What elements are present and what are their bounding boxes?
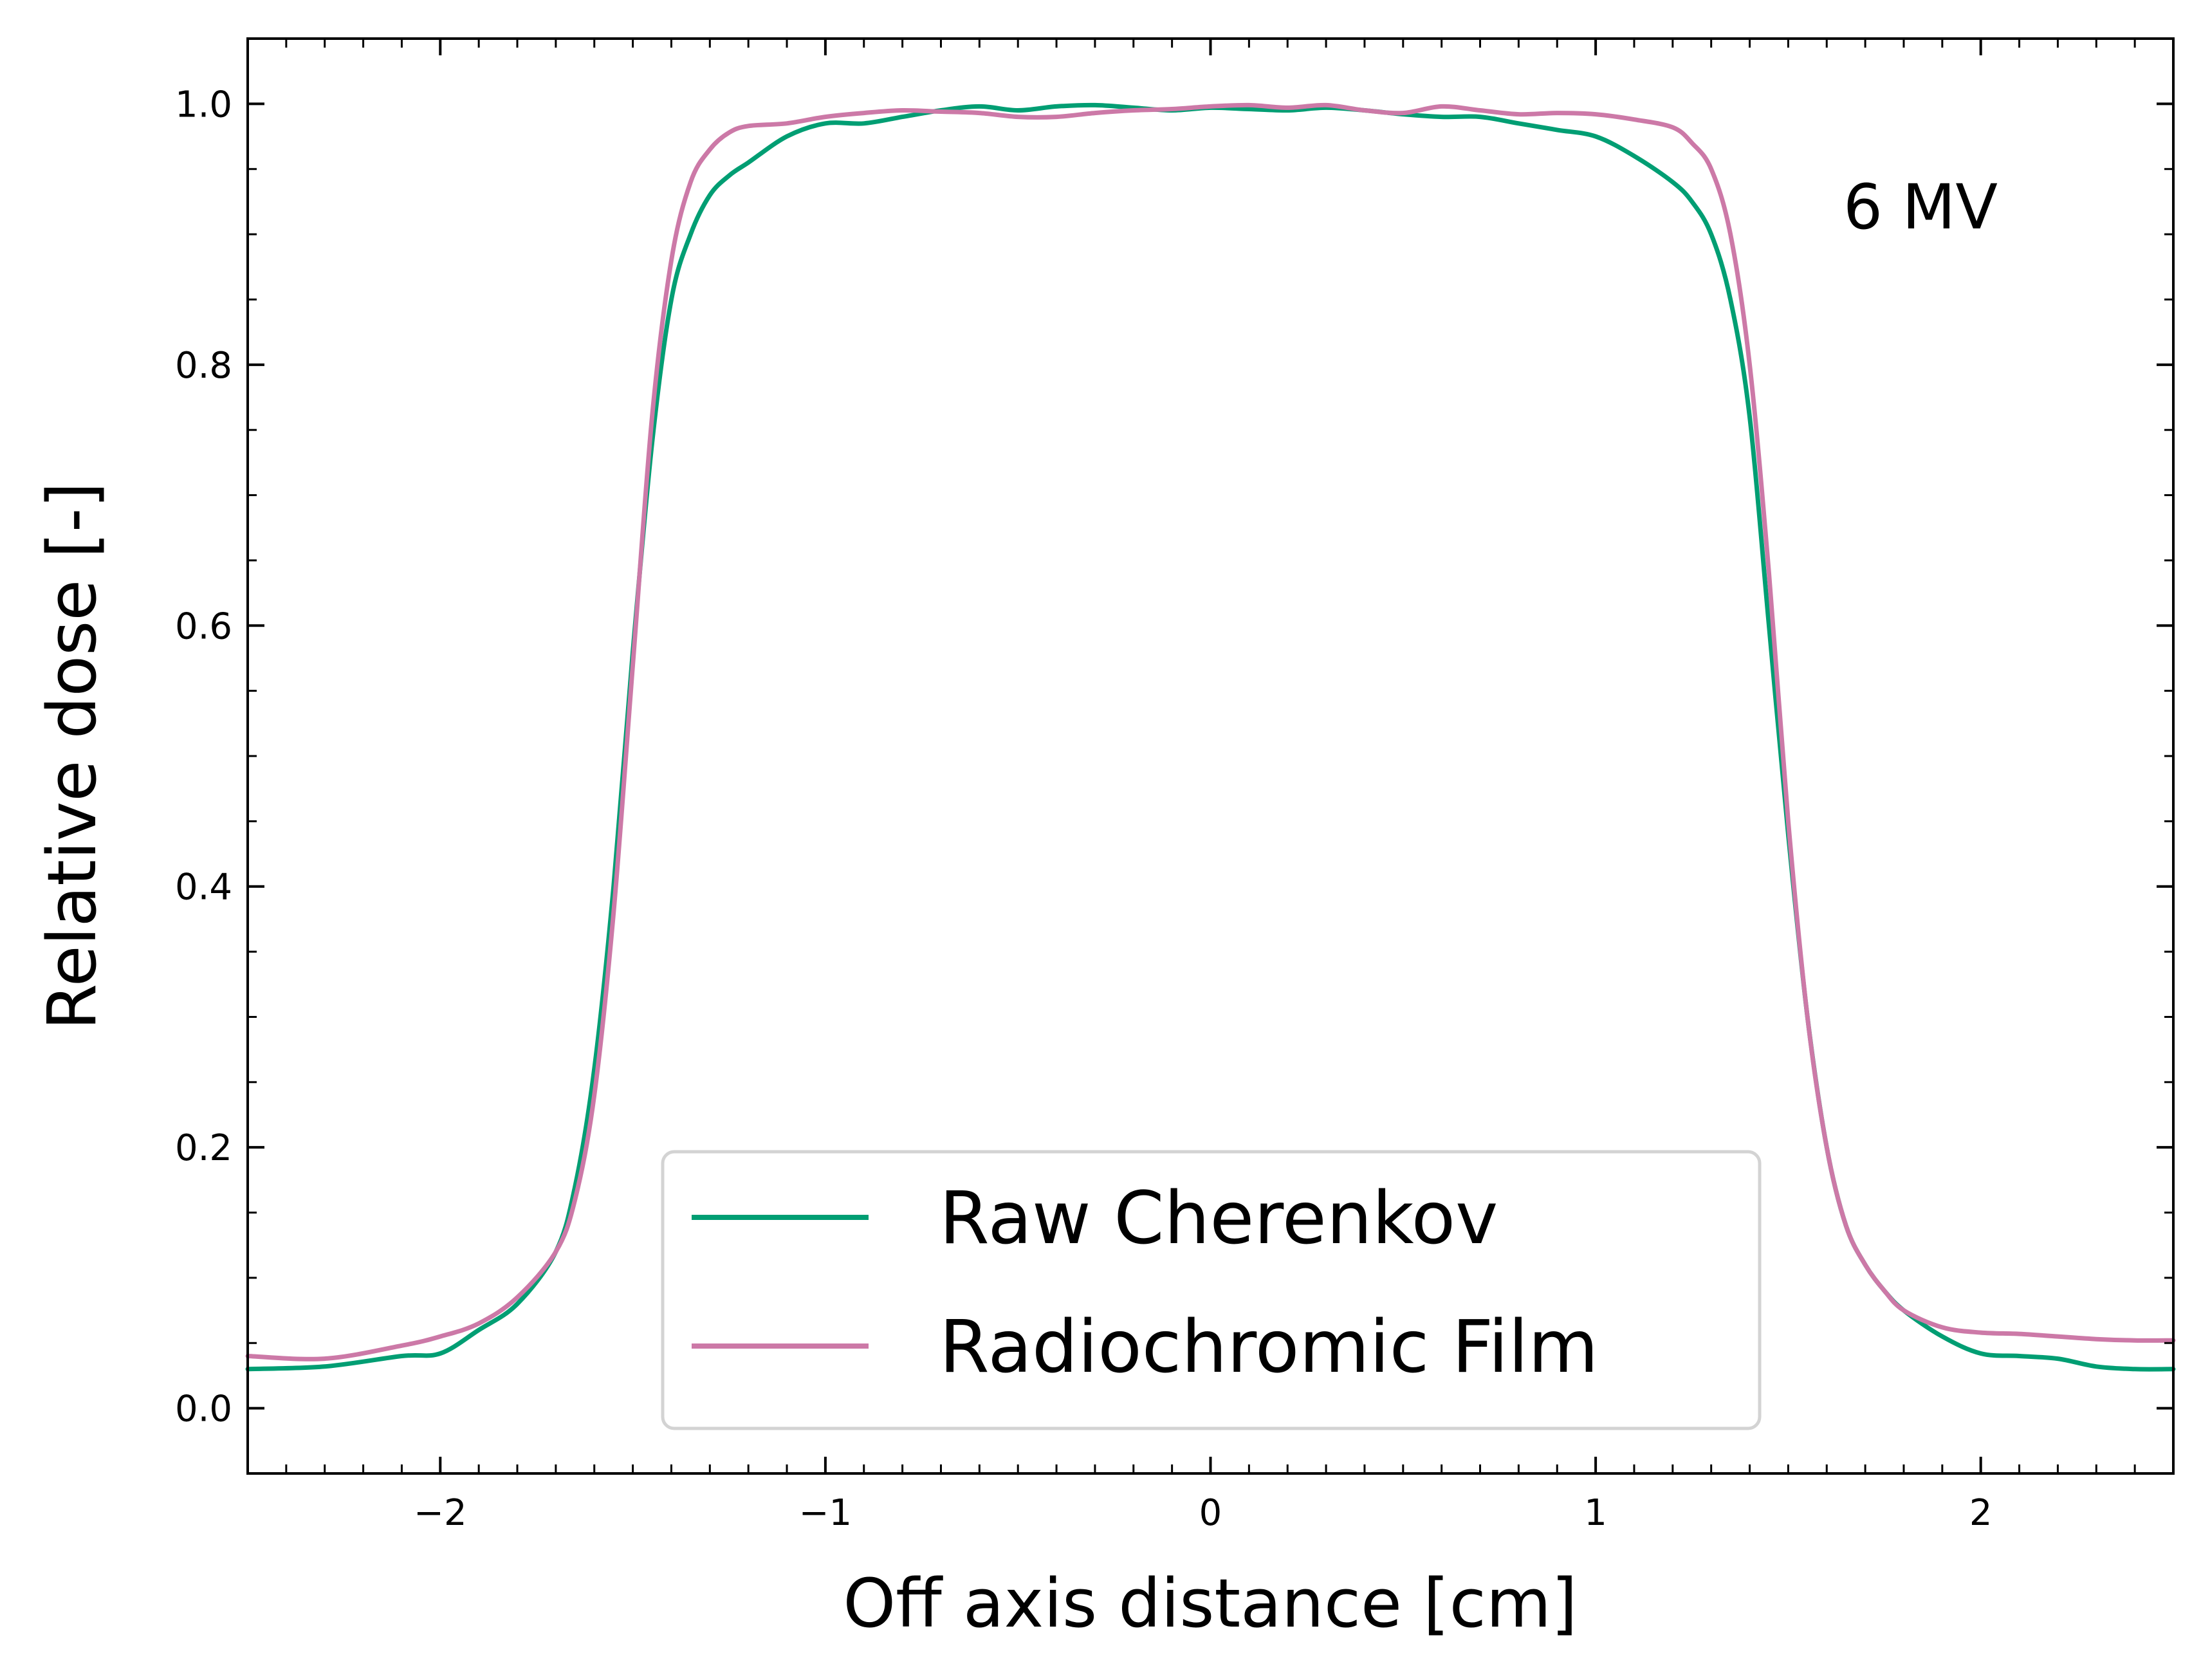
- axis-tick-labels: −2 −1 0 1 2 0.0 0.2 0.4 0.6 0.8 1.0: [175, 84, 1993, 1534]
- y-tick-label: 1.0: [175, 84, 232, 125]
- y-axis-label: Relative dose [-]: [33, 482, 111, 1030]
- x-tick-label: −2: [414, 1492, 467, 1534]
- legend-items: Raw Cherenkov Radiochromic Film: [692, 1177, 1598, 1389]
- series-line-1: [245, 102, 2176, 1362]
- legend-label-1: Radiochromic Film: [939, 1306, 1598, 1389]
- axis-ticks: [246, 37, 2175, 1475]
- legend: Raw Cherenkov Radiochromic Film: [661, 1150, 1762, 1430]
- x-tick-label: 2: [1969, 1492, 1993, 1534]
- x-tick-label: 1: [1584, 1492, 1607, 1534]
- x-tick-label: 0: [1199, 1492, 1222, 1534]
- y-tick-label: 0.8: [175, 345, 232, 387]
- energy-annotation: 6 MV: [1843, 171, 1998, 243]
- x-tick-label: −1: [799, 1492, 852, 1534]
- legend-label-0: Raw Cherenkov: [939, 1177, 1498, 1260]
- legend-box: [661, 1150, 1762, 1430]
- x-axis-label: Off axis distance [cm]: [843, 1564, 1577, 1643]
- plot-lines: [245, 102, 2176, 1372]
- y-tick-label: 0.6: [175, 605, 232, 647]
- y-tick-label: 0.0: [175, 1389, 232, 1430]
- y-tick-label: 0.4: [175, 867, 232, 909]
- y-tick-label: 0.2: [175, 1127, 232, 1169]
